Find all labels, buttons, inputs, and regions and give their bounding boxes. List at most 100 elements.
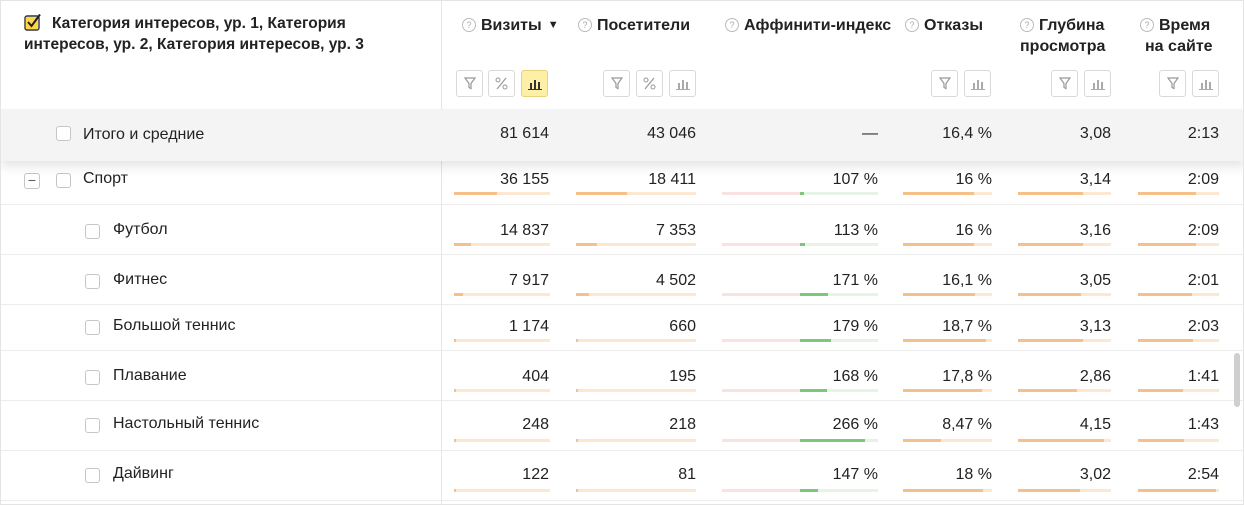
depth-bar <box>1018 243 1111 246</box>
depth-filter-button[interactable] <box>1051 70 1078 97</box>
affinity-bar <box>722 489 878 492</box>
table-row[interactable]: Большой теннис 1 174 660 179 % 18,7 % 3,13 2:0… <box>1 305 1243 351</box>
bounce-bar-fill <box>903 293 975 296</box>
time-bar <box>1138 389 1219 392</box>
depth-bar-fill <box>1018 192 1083 195</box>
visits-bar-fill <box>454 243 472 246</box>
help-icon[interactable]: ? <box>905 18 919 32</box>
bounce-filter-button[interactable] <box>931 70 958 97</box>
row-checkbox[interactable] <box>56 173 71 188</box>
column-header-visits[interactable]: ? Визиты ▼ <box>462 15 559 36</box>
column-header-depth[interactable]: ? Глубина просмотра <box>1020 17 1106 55</box>
bounce-bar <box>903 389 992 392</box>
dimension-header-title[interactable]: Категория интересов, ур. 1, Категория ин… <box>24 15 364 53</box>
depth-bar-fill <box>1018 293 1082 296</box>
visits-chart-button[interactable] <box>521 70 548 97</box>
help-icon[interactable]: ? <box>725 18 739 32</box>
row-checkbox[interactable] <box>85 418 100 433</box>
percent-icon <box>495 77 508 90</box>
visits-bar-fill <box>454 192 497 195</box>
dimension-checkbox-checked-icon[interactable] <box>24 13 42 31</box>
visits-bar <box>454 389 550 392</box>
bounce-chart-button[interactable] <box>964 70 991 97</box>
time-bar <box>1138 489 1219 492</box>
help-icon[interactable]: ? <box>462 18 476 32</box>
total-time: 2:13 <box>1187 125 1219 142</box>
table-row[interactable]: Плавание 404 195 168 % 17,8 % 2,86 1:41 <box>1 351 1243 401</box>
table-row[interactable]: Фитнес 7 917 4 502 171 % 16,1 % 3,05 2:01 <box>1 255 1243 305</box>
cell-visitors: 660 <box>669 318 696 335</box>
visitors-bar-fill <box>576 439 579 442</box>
sort-desc-icon[interactable]: ▼ <box>547 19 559 31</box>
row-checkbox[interactable] <box>85 320 100 335</box>
collapse-group-icon[interactable]: − <box>24 173 40 189</box>
column-header-affinity[interactable]: ? Аффинити-индекс <box>725 15 891 36</box>
row-checkbox[interactable] <box>85 370 100 385</box>
cell-depth: 4,15 <box>1079 416 1111 433</box>
table-row[interactable]: Настольный теннис 248 218 266 % 8,47 % 4,15 1:… <box>1 401 1243 451</box>
row-label[interactable]: Спорт <box>83 170 128 187</box>
affinity-bar-positive-track <box>800 339 878 342</box>
visits-bar <box>454 293 550 296</box>
visitors-bar <box>576 293 696 296</box>
row-label[interactable]: Плавание <box>113 367 187 384</box>
total-depth: 3,08 <box>1079 125 1111 142</box>
affinity-bar-negative-track <box>722 192 800 195</box>
affinity-bar-negative-track <box>722 339 800 342</box>
time-chart-button[interactable] <box>1192 70 1219 97</box>
totals-checkbox[interactable] <box>56 126 71 141</box>
row-checkbox[interactable] <box>85 468 100 483</box>
table-row[interactable]: − Спорт 36 155 18 411 107 % 16 % 3,14 2:09 <box>1 159 1243 205</box>
total-visitors: 43 046 <box>647 125 696 142</box>
row-label[interactable]: Большой теннис <box>113 317 236 334</box>
cell-time: 1:41 <box>1187 368 1219 385</box>
table-row[interactable]: Дайвинг 122 81 147 % 18 % 3,02 2:54 <box>1 451 1243 501</box>
column-header-time[interactable]: ? Время на сайте <box>1140 15 1213 57</box>
depth-chart-button[interactable] <box>1084 70 1111 97</box>
help-icon[interactable]: ? <box>1140 18 1154 32</box>
time-bar-fill <box>1138 192 1197 195</box>
visitors-chart-button[interactable] <box>669 70 696 97</box>
visits-bar-fill <box>454 489 456 492</box>
column-header-visitors[interactable]: ? Посетители <box>578 15 690 36</box>
depth-bar <box>1018 439 1111 442</box>
visits-bar <box>454 339 550 342</box>
cell-bounce: 16,1 % <box>942 272 992 289</box>
depth-bar <box>1018 339 1111 342</box>
row-label[interactable]: Футбол <box>113 221 168 238</box>
affinity-bar <box>722 339 878 342</box>
table-row[interactable]: Футбол 14 837 7 353 113 % 16 % 3,16 2:09 <box>1 205 1243 255</box>
affinity-bar-fill <box>800 192 804 195</box>
percent-icon <box>643 77 656 90</box>
cell-depth: 3,05 <box>1079 272 1111 289</box>
visits-bar <box>454 489 550 492</box>
vertical-scrollbar[interactable] <box>1234 353 1240 407</box>
row-checkbox[interactable] <box>85 224 100 239</box>
bar-chart-icon <box>970 80 985 90</box>
row-label[interactable]: Дайвинг <box>113 465 174 482</box>
visitors-percent-button[interactable] <box>636 70 663 97</box>
cell-visitors: 218 <box>669 416 696 433</box>
row-label[interactable]: Настольный теннис <box>113 415 260 432</box>
visits-filter-button[interactable] <box>456 70 483 97</box>
affinity-bar-positive-track <box>800 489 878 492</box>
visits-percent-button[interactable] <box>488 70 515 97</box>
column-header-bounce[interactable]: ? Отказы <box>905 15 983 36</box>
affinity-bar-fill <box>800 489 819 492</box>
cell-time: 2:09 <box>1187 171 1219 188</box>
row-checkbox[interactable] <box>85 274 100 289</box>
time-filter-button[interactable] <box>1159 70 1186 97</box>
help-icon[interactable]: ? <box>578 18 592 32</box>
row-label[interactable]: Фитнес <box>113 271 168 288</box>
help-icon[interactable]: ? <box>1020 18 1034 32</box>
bounce-bar-fill <box>903 439 941 442</box>
cell-visitors: 18 411 <box>648 171 696 188</box>
affinity-bar-negative-track <box>722 243 800 246</box>
table-header: Категория интересов, ур. 1, Категория ин… <box>1 1 1243 107</box>
total-visits: 81 614 <box>500 125 549 142</box>
affinity-bar-positive-track <box>800 293 878 296</box>
affinity-bar-negative-track <box>722 389 800 392</box>
affinity-bar-fill <box>800 439 865 442</box>
visitors-filter-button[interactable] <box>603 70 630 97</box>
cell-visits: 122 <box>522 466 549 483</box>
